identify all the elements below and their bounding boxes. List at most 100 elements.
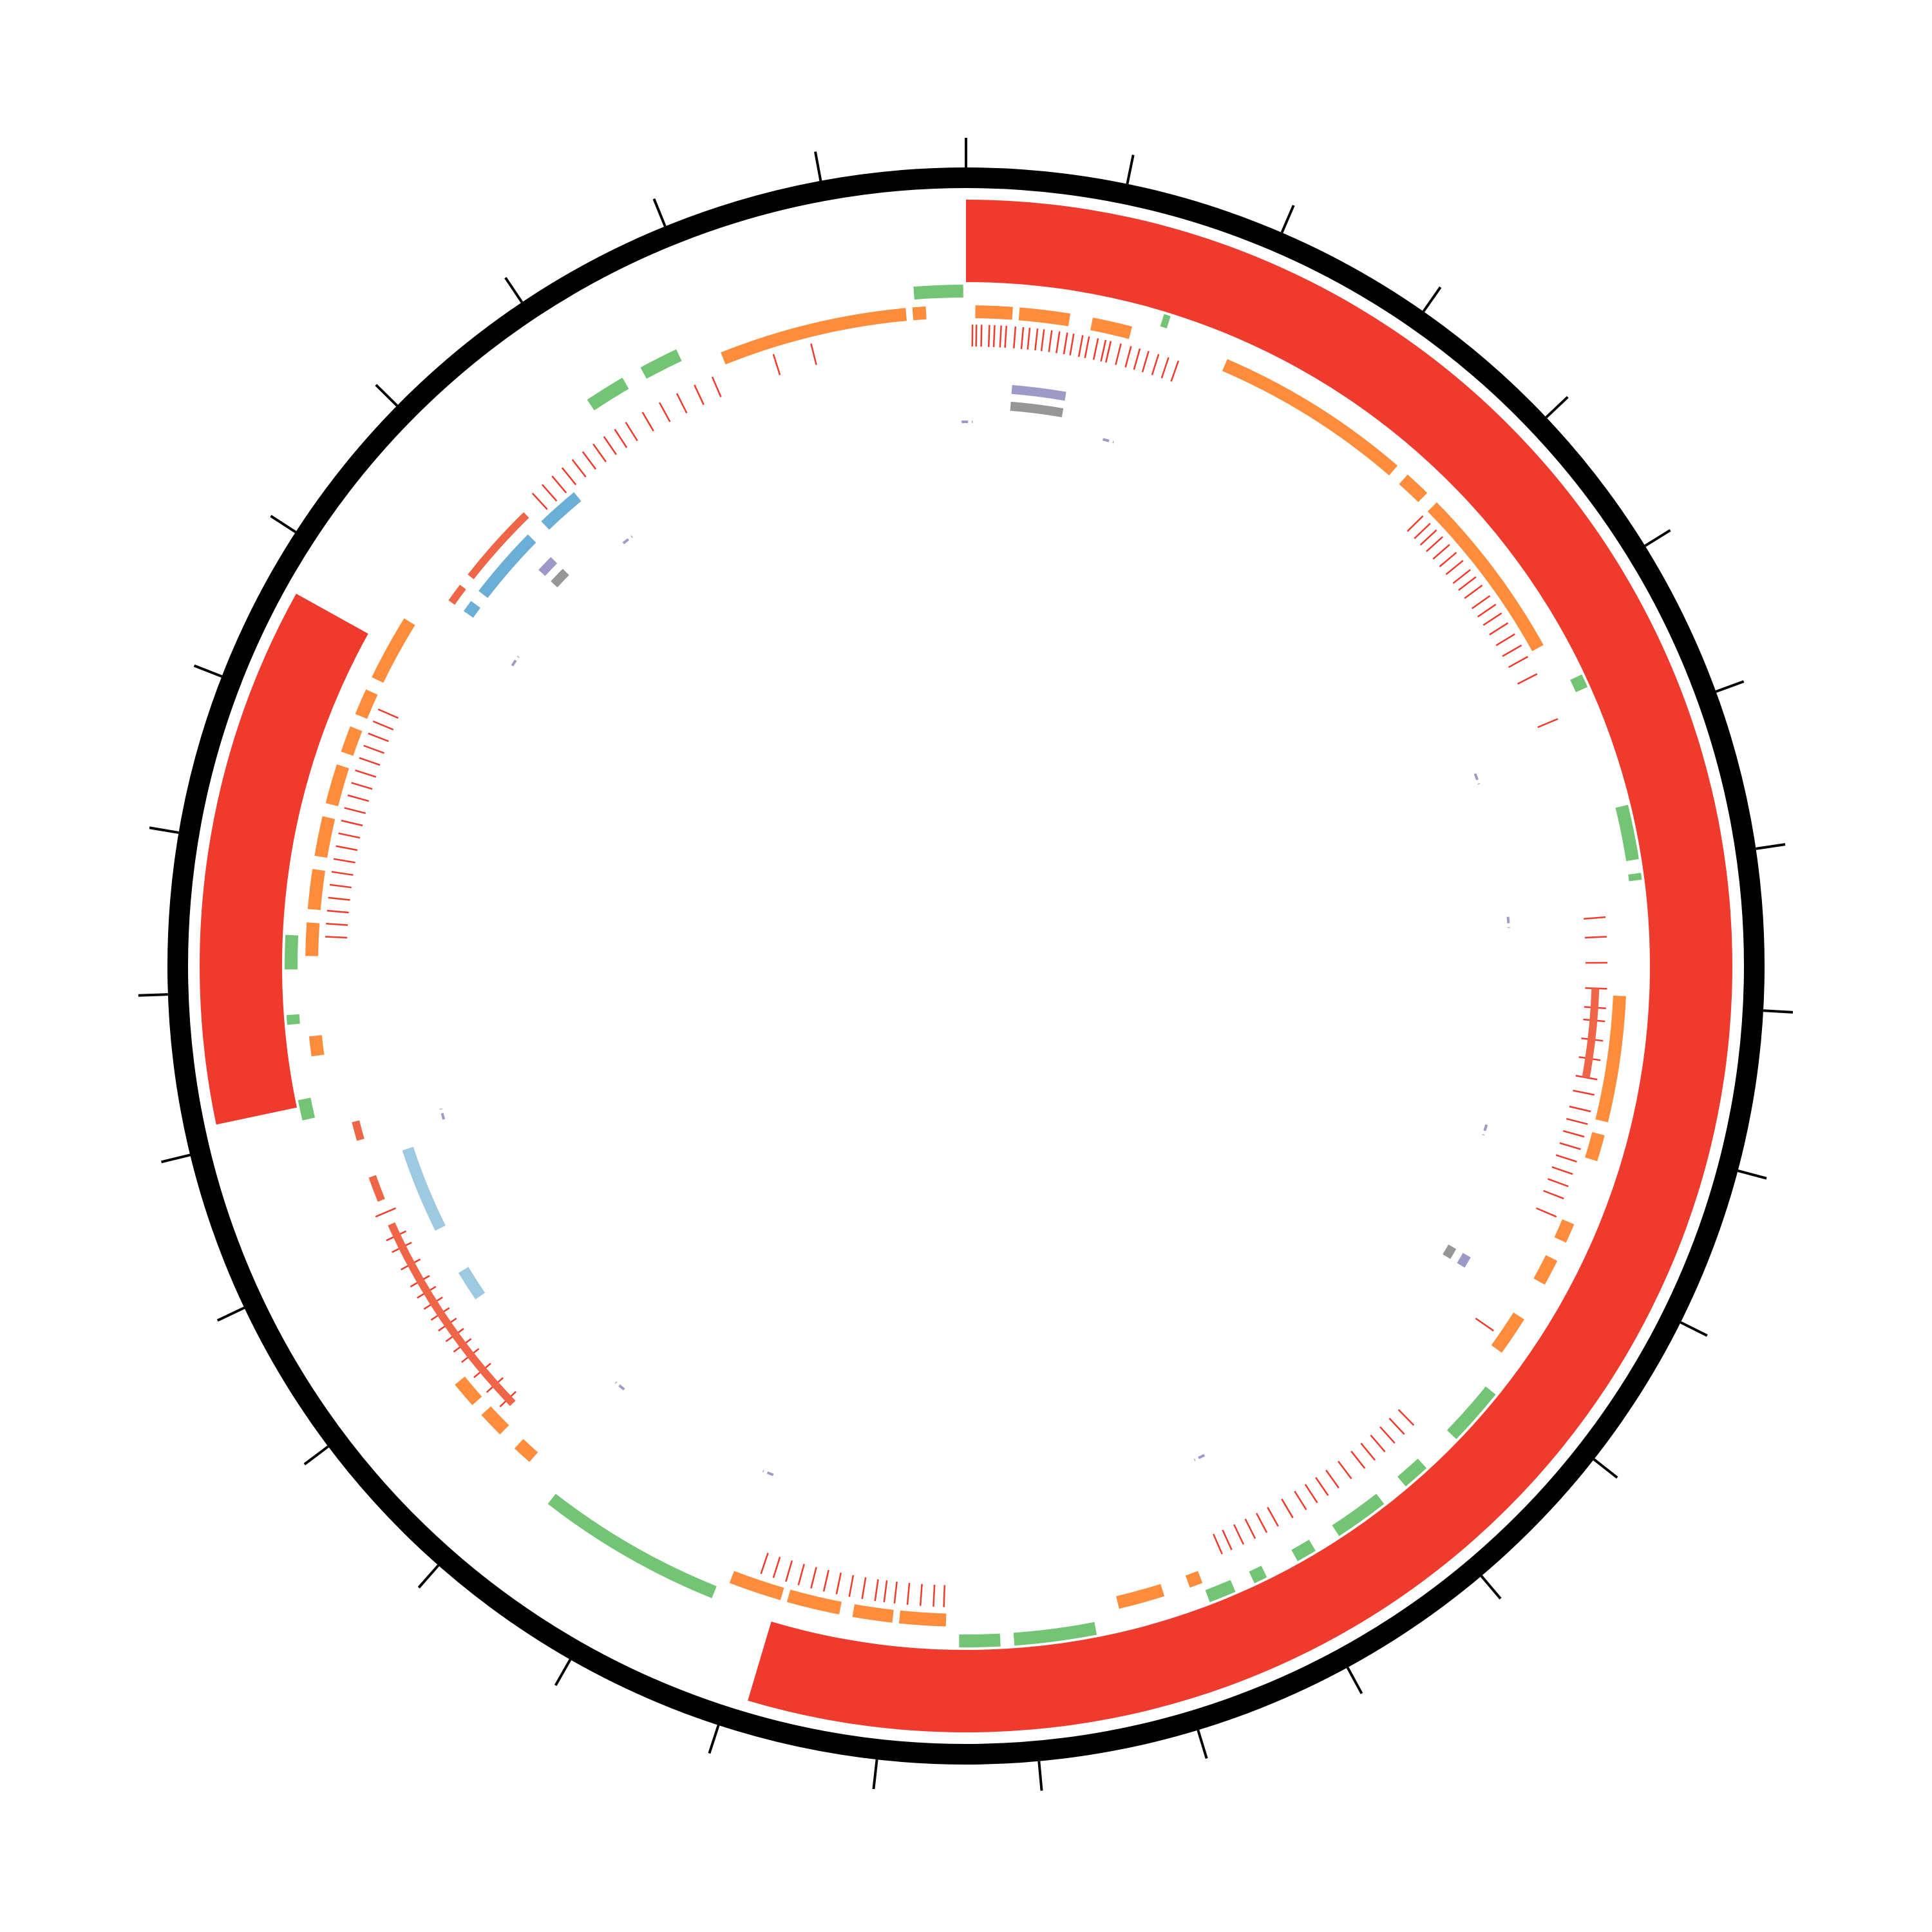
track-arc xyxy=(1628,873,1642,882)
track-tick xyxy=(1439,552,1457,567)
track-tick xyxy=(582,451,597,470)
track-tick xyxy=(810,1567,817,1589)
tick-mark xyxy=(216,1306,245,1322)
track-arc xyxy=(307,869,325,911)
track-tick xyxy=(822,1569,829,1592)
tick-mark xyxy=(1680,1321,1708,1337)
track-arc xyxy=(1615,804,1639,862)
track-arc xyxy=(1185,1571,1203,1588)
track-tick xyxy=(1338,1461,1352,1479)
track-tick xyxy=(1569,1105,1591,1113)
track-tick xyxy=(1063,332,1068,355)
track-tick xyxy=(327,909,349,914)
tick-mark xyxy=(193,664,223,678)
track-tick xyxy=(772,1557,781,1578)
track-tick xyxy=(1584,936,1607,939)
track-arc xyxy=(1491,1312,1524,1353)
track-tick xyxy=(1013,326,1017,348)
track-tick xyxy=(1141,350,1150,373)
track-tick xyxy=(1294,1490,1307,1510)
tick-mark xyxy=(504,277,524,303)
track-tick xyxy=(325,936,348,939)
track-tick xyxy=(625,422,638,442)
track-arc xyxy=(464,601,480,618)
track-arc xyxy=(551,569,569,588)
track-tick xyxy=(1379,1426,1396,1444)
tick-mark xyxy=(1422,286,1442,312)
tick-mark xyxy=(1756,843,1786,850)
track-arc xyxy=(368,1175,385,1202)
track-arc xyxy=(975,305,1013,320)
track-tick xyxy=(603,436,617,455)
track-arc xyxy=(305,922,320,956)
track-tick xyxy=(1281,1499,1294,1519)
track-arc xyxy=(913,285,963,300)
track-tick xyxy=(1040,329,1045,352)
track-arc xyxy=(959,1633,1001,1647)
track-tick xyxy=(1160,357,1170,379)
track-tick xyxy=(943,1585,946,1607)
track-arc xyxy=(1457,1253,1471,1268)
track-tick xyxy=(1255,1513,1268,1533)
track-tick xyxy=(1502,644,1522,658)
track-tick xyxy=(861,1577,867,1600)
track-tick xyxy=(1517,673,1538,685)
track-arc xyxy=(286,1014,300,1025)
track-tick xyxy=(1464,584,1483,600)
track-tick xyxy=(1551,1166,1573,1175)
track-tick xyxy=(874,1579,879,1602)
track-tick xyxy=(338,832,361,839)
track-arc xyxy=(325,764,349,807)
track-arc xyxy=(1443,1244,1457,1259)
track-arc xyxy=(468,512,529,580)
track-tick xyxy=(760,1553,769,1575)
tick-mark xyxy=(708,1725,720,1754)
track-arc xyxy=(721,308,907,365)
track-tick xyxy=(329,884,352,889)
track-tick xyxy=(592,443,607,462)
track-tick xyxy=(333,858,355,864)
tick-mark xyxy=(1644,529,1671,547)
track-tick xyxy=(571,459,587,478)
track-arc xyxy=(1399,474,1428,502)
tick-mark xyxy=(1037,1761,1043,1791)
track-tick xyxy=(1535,1207,1557,1218)
track-tick xyxy=(1559,1142,1581,1150)
track-arc xyxy=(1018,307,1071,327)
track-arc xyxy=(355,689,378,719)
track-tick xyxy=(810,343,817,365)
track-tick xyxy=(1350,1450,1366,1469)
track-tick xyxy=(1388,1417,1405,1435)
track-tick xyxy=(377,708,399,719)
track-arc xyxy=(1585,1132,1605,1162)
track-arc xyxy=(341,726,363,756)
track-dash xyxy=(1193,1454,1206,1461)
track-tick xyxy=(1115,343,1122,365)
track-tick xyxy=(351,782,373,790)
track-tick xyxy=(531,493,548,510)
track-dash xyxy=(511,656,520,667)
track-arc xyxy=(1249,1566,1267,1584)
track-tick xyxy=(1104,341,1112,363)
track-tick xyxy=(797,1564,805,1586)
track-tick xyxy=(1315,1477,1329,1496)
tick-mark xyxy=(1197,1729,1208,1759)
track-arc xyxy=(1160,314,1171,328)
track-arc xyxy=(1332,1493,1385,1537)
track-arc xyxy=(1090,317,1132,339)
track-arc xyxy=(1222,359,1398,476)
track-arc xyxy=(448,584,466,605)
track-tick xyxy=(1212,1533,1223,1555)
track-tick xyxy=(1573,1090,1595,1096)
track-arc xyxy=(455,1376,482,1405)
track-tick xyxy=(1547,1178,1569,1188)
track-tick xyxy=(344,807,366,815)
track-arc xyxy=(1397,1458,1427,1487)
track-tick xyxy=(694,384,705,406)
track-tick xyxy=(368,732,389,743)
track-tick xyxy=(933,1584,936,1607)
track-tick xyxy=(561,467,577,486)
track-arc xyxy=(1427,502,1544,652)
